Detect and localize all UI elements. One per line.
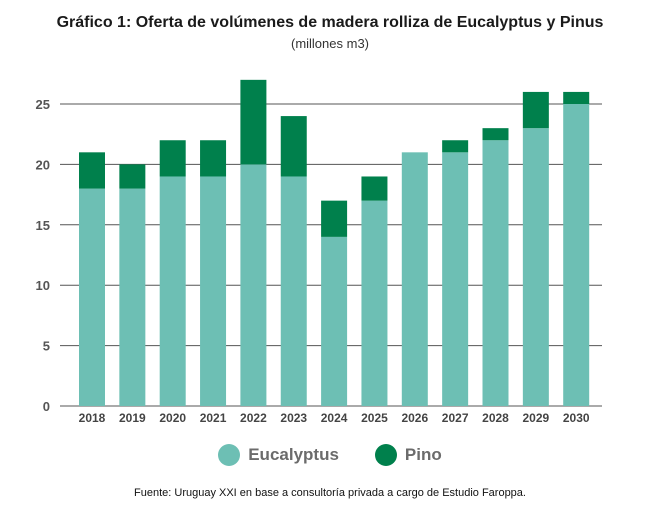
chart-subtitle: (millones m3) (290, 36, 369, 51)
bar-eucalyptus-2023 (280, 176, 307, 406)
bar-pino-2029 (522, 91, 549, 129)
x-tick-label: 2030 (563, 411, 590, 425)
x-tick-label: 2020 (159, 411, 186, 425)
bar-eucalyptus-2029 (522, 128, 549, 406)
bar-pino-2025 (361, 176, 388, 201)
y-tick-label: 15 (36, 218, 50, 233)
bar-eucalyptus-2030 (563, 104, 590, 406)
y-tick-label: 10 (36, 278, 50, 293)
x-tick-label: 2018 (79, 411, 106, 425)
bar-pino-2020 (159, 140, 186, 177)
bar-pino-2018 (79, 152, 105, 189)
bar-eucalyptus-2026 (401, 152, 428, 406)
bar-pino-2019 (119, 164, 146, 189)
x-tick-label: 2022 (240, 411, 267, 425)
bar-pino-2023 (280, 116, 307, 177)
x-tick-label: 2026 (401, 411, 428, 425)
bar-eucalyptus-2022 (240, 164, 267, 406)
legend-swatch-eucalyptus (218, 444, 241, 466)
x-tick-label: 2021 (200, 411, 227, 425)
x-tick-label: 2023 (280, 411, 307, 425)
bar-eucalyptus-2028 (482, 140, 509, 407)
legend-item-eucalyptus: Eucalyptus (218, 444, 339, 466)
bar-pino-2022 (240, 79, 267, 165)
legend-label-pino: Pino (404, 445, 442, 464)
chart-title: Gráfico 1: Oferta de volúmenes de madera… (56, 14, 604, 31)
bar-eucalyptus-2020 (159, 176, 186, 406)
bar-pino-2024 (321, 200, 348, 237)
x-tick-label: 2019 (119, 411, 146, 425)
source-note: Fuente: Uruguay XXI en base a consultorí… (134, 487, 526, 499)
bar-pino-2021 (200, 140, 227, 177)
bar-pino-2030 (563, 91, 590, 104)
bar-eucalyptus-2024 (321, 236, 348, 406)
bar-eucalyptus-2025 (361, 200, 388, 406)
legend: Eucalyptus Pino (0, 444, 660, 466)
y-tick-label: 25 (36, 97, 50, 112)
x-tick-label: 2029 (522, 411, 549, 425)
x-tick-label: 2024 (321, 411, 348, 425)
x-tick-label: 2028 (482, 411, 509, 425)
bar-pino-2027 (442, 140, 469, 153)
x-tick-label: 2027 (442, 411, 469, 425)
legend-item-pino: Pino (374, 444, 442, 466)
bar-eucalyptus-2019 (119, 188, 146, 406)
y-tick-label: 20 (36, 157, 50, 172)
bar-eucalyptus-2018 (79, 188, 105, 406)
bar-eucalyptus-2021 (200, 176, 227, 406)
legend-label-eucalyptus: Eucalyptus (248, 445, 339, 464)
legend-swatch-pino (374, 444, 397, 466)
x-tick-label: 2025 (361, 411, 388, 425)
y-tick-label: 5 (43, 339, 50, 354)
y-tick-label: 0 (43, 399, 50, 414)
bar-eucalyptus-2027 (442, 152, 469, 406)
bar-pino-2028 (482, 128, 509, 141)
